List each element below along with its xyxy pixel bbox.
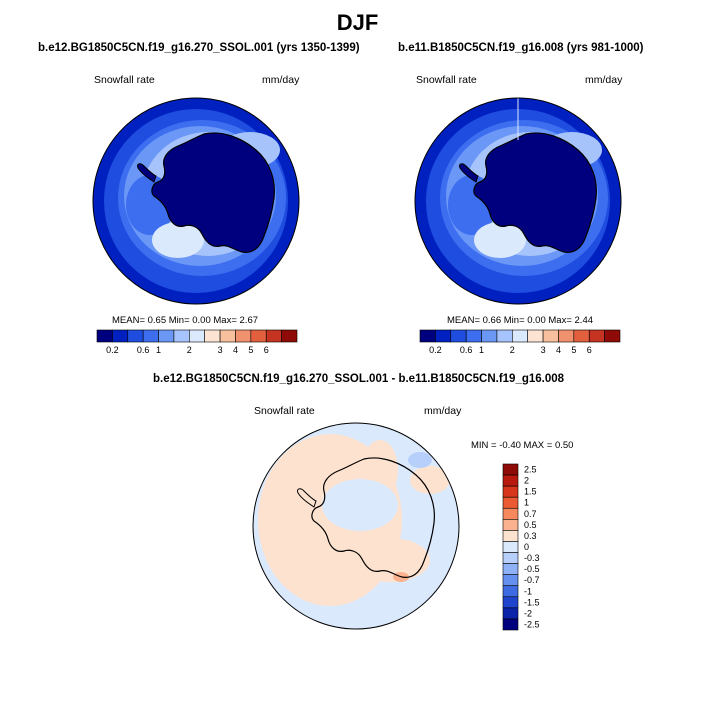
- season-title: DJF: [336, 10, 379, 35]
- right-colorbar-tick-label: 0.6: [460, 345, 473, 355]
- right-colorbar-swatch: [465, 329, 482, 343]
- diff-colorbar-swatch: [502, 519, 519, 531]
- left-colorbar-tick-label: 2: [187, 345, 192, 355]
- left-panel-title: b.e12.BG1850C5CN.f19_g16.270_SSOL.001 (y…: [38, 42, 360, 54]
- left-map: [92, 97, 300, 305]
- diff-colorbar-swatch: [502, 485, 519, 498]
- left-colorbar-tick-label: 1: [156, 345, 161, 355]
- diff-colorbar-swatch: [502, 618, 519, 631]
- left-units-label: mm/day: [262, 74, 300, 86]
- right-colorbar-swatch: [496, 329, 513, 343]
- left-colorbar-tick-label: 3: [218, 345, 223, 355]
- right-colorbar-tick-label: 4: [556, 345, 561, 355]
- diff-colorbar-tick-label: -0.5: [524, 564, 540, 574]
- right-colorbar-tick-label: 6: [587, 345, 592, 355]
- left-colorbar-swatch: [96, 329, 113, 343]
- diff-colorbar-swatch: [502, 585, 519, 598]
- right-colorbar-swatch: [542, 329, 559, 343]
- left-colorbar-swatch: [173, 329, 190, 343]
- right-colorbar: 0.2 0.6 1 2 3 4 5 6: [419, 329, 621, 355]
- left-colorbar-swatch: [219, 329, 236, 343]
- diff-colorbar-tick-label: 2: [524, 476, 529, 486]
- left-colorbar-swatch: [235, 329, 252, 343]
- left-colorbar-swatch: [158, 329, 175, 343]
- left-colorbar-tick-label: 0.2: [106, 345, 119, 355]
- left-colorbar-swatch: [189, 329, 205, 343]
- right-colorbar-tick-label: 5: [571, 345, 576, 355]
- right-map: [414, 97, 622, 305]
- diff-colorbar-tick-label: -1: [524, 586, 532, 596]
- left-colorbar-swatch: [204, 329, 221, 343]
- left-colorbar-tick-label: 0.6: [137, 345, 150, 355]
- right-colorbar-swatch: [558, 329, 575, 343]
- diff-colorbar: 2.521.510.70.50.30-0.3-0.5-0.7-1-1.5-2-2…: [502, 463, 540, 631]
- right-colorbar-swatch: [604, 329, 621, 343]
- right-stats: MEAN= 0.66 Min= 0.00 Max= 2.44: [447, 315, 594, 326]
- diff-colorbar-swatch: [502, 474, 519, 487]
- diff-colorbar-swatch: [502, 607, 519, 620]
- diff-colorbar-tick-label: -1.5: [524, 597, 540, 607]
- left-stats: MEAN= 0.65 Min= 0.00 Max= 2.67: [112, 315, 259, 326]
- right-colorbar-tick-label: 1: [479, 345, 484, 355]
- diff-colorbar-tick-label: -0.3: [524, 553, 540, 563]
- diff-colorbar-tick-label: 2.5: [524, 465, 537, 475]
- left-colorbar-swatch: [112, 329, 129, 343]
- diff-colorbar-tick-label: -2.5: [524, 619, 540, 629]
- left-colorbar-swatch: [142, 329, 159, 343]
- diff-colorbar-tick-label: 0.7: [524, 509, 537, 519]
- right-colorbar-tick-label: 2: [510, 345, 515, 355]
- diff-colorbar-swatch: [502, 574, 519, 587]
- right-variable-label: Snowfall rate: [416, 74, 477, 86]
- left-colorbar-swatch: [250, 329, 267, 343]
- diff-colorbar-swatch: [502, 552, 519, 564]
- right-colorbar-swatch: [481, 329, 498, 343]
- left-colorbar-tick-label: 6: [264, 345, 269, 355]
- right-colorbar-tick-label: 0.2: [429, 345, 442, 355]
- diff-colorbar-swatch: [502, 507, 519, 520]
- diff-colorbar-swatch: [502, 596, 519, 609]
- diff-colorbar-swatch: [502, 496, 519, 509]
- right-panel-title: b.e11.B1850C5CN.f19_g16.008 (yrs 981-100…: [398, 42, 644, 54]
- left-variable-label: Snowfall rate: [94, 74, 155, 86]
- left-colorbar-swatch: [265, 329, 282, 343]
- left-colorbar-swatch: [127, 329, 144, 343]
- diff-variable-label: Snowfall rate: [254, 405, 315, 417]
- diff-colorbar-tick-label: 1.5: [524, 487, 537, 497]
- right-colorbar-swatch: [435, 329, 452, 343]
- right-colorbar-tick-label: 3: [541, 345, 546, 355]
- diff-stats: MIN = -0.40 MAX = 0.50: [471, 440, 574, 451]
- right-colorbar-swatch: [527, 329, 544, 343]
- diff-colorbar-swatch: [502, 563, 519, 575]
- diff-colorbar-tick-label: -2: [524, 608, 532, 618]
- right-colorbar-swatch: [512, 329, 528, 343]
- diff-colorbar-tick-label: 0: [524, 542, 529, 552]
- right-colorbar-swatch: [573, 329, 590, 343]
- diff-colorbar-swatch: [502, 530, 519, 542]
- diff-panel-title: b.e12.BG1850C5CN.f19_g16.270_SSOL.001 - …: [153, 373, 565, 385]
- diff-colorbar-tick-label: 0.5: [524, 520, 537, 530]
- diff-colorbar-swatch: [502, 541, 519, 553]
- right-colorbar-swatch: [419, 329, 436, 343]
- left-colorbar-tick-label: 5: [248, 345, 253, 355]
- left-colorbar: 0.2 0.6 1 2 3 4 5 6: [96, 329, 298, 355]
- diff-units-label: mm/day: [424, 405, 462, 417]
- left-colorbar-tick-label: 4: [233, 345, 238, 355]
- diff-map: [252, 422, 460, 630]
- diff-colorbar-tick-label: 1: [524, 498, 529, 508]
- right-units-label: mm/day: [585, 74, 623, 86]
- diff-colorbar-tick-label: 0.3: [524, 531, 537, 541]
- diff-colorbar-tick-label: -0.7: [524, 575, 540, 585]
- left-colorbar-swatch: [281, 329, 298, 343]
- right-colorbar-swatch: [588, 329, 605, 343]
- right-colorbar-swatch: [450, 329, 467, 343]
- diff-colorbar-swatch: [502, 463, 519, 476]
